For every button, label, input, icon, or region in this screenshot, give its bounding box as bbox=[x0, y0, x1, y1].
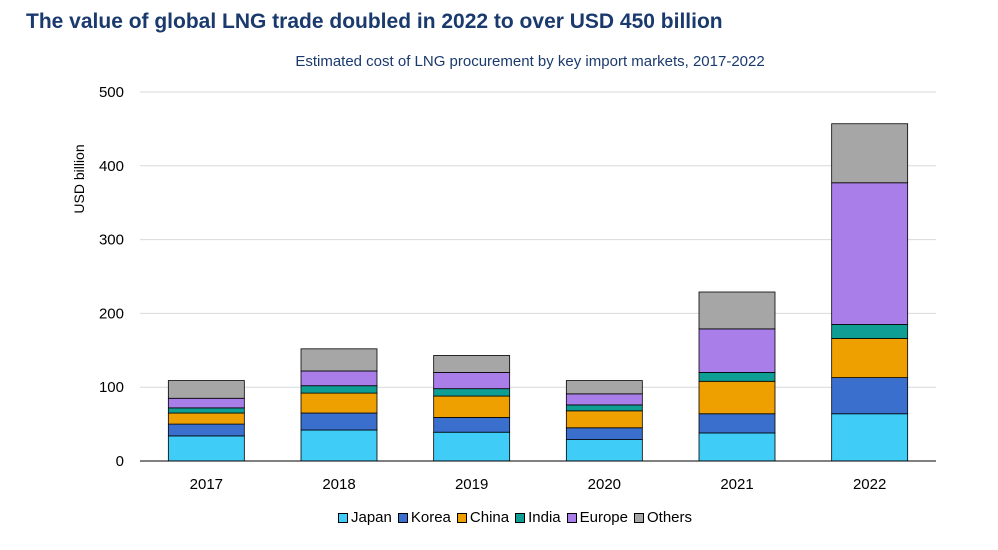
legend-item-china: China bbox=[456, 509, 510, 526]
x-category-label: 2022 bbox=[853, 476, 886, 493]
bar-segment-korea-2018 bbox=[300, 412, 378, 431]
bar-segment-korea-2017 bbox=[167, 423, 245, 437]
bar-segment-china-2022 bbox=[831, 338, 909, 379]
bar-segment-china-2019 bbox=[433, 395, 511, 418]
bar-segment-india-2018 bbox=[300, 385, 378, 394]
legend-label: Japan bbox=[350, 509, 392, 526]
x-category-label: 2018 bbox=[322, 476, 355, 493]
y-tick-label: 100 bbox=[99, 379, 124, 396]
y-tick-label: 400 bbox=[99, 158, 124, 175]
y-axis-ticks: 0 100 200 300 400 500 bbox=[99, 84, 124, 470]
x-category-label: 2019 bbox=[455, 476, 488, 493]
bar-segment-japan-2017 bbox=[167, 435, 245, 462]
legend-label: India bbox=[528, 509, 561, 526]
bar-segment-europe-2018 bbox=[300, 370, 378, 387]
bar-segment-china-2021 bbox=[698, 380, 776, 415]
bars bbox=[167, 123, 909, 462]
y-tick-label: 300 bbox=[99, 232, 124, 249]
legend-item-others: Others bbox=[634, 509, 692, 526]
bar-segment-china-2017 bbox=[167, 412, 245, 425]
legend-label: China bbox=[469, 509, 510, 526]
bar-segment-others-2020 bbox=[565, 380, 643, 395]
legend-swatch bbox=[456, 512, 467, 523]
y-tick-label: 500 bbox=[99, 84, 124, 101]
legend-label: Europe bbox=[579, 509, 628, 526]
legend-item-japan: Japan bbox=[337, 509, 392, 526]
x-category-label: 2020 bbox=[588, 476, 621, 493]
bar-segment-india-2022 bbox=[831, 324, 909, 339]
bar-segment-japan-2022 bbox=[831, 413, 909, 462]
chart-title: The value of global LNG trade doubled in… bbox=[26, 10, 723, 33]
bar-segment-europe-2020 bbox=[565, 393, 643, 406]
bar-segment-europe-2022 bbox=[831, 182, 909, 325]
bar-segment-india-2017 bbox=[167, 407, 245, 414]
y-axis-title: USD billion bbox=[71, 144, 87, 213]
bar-segment-korea-2021 bbox=[698, 413, 776, 434]
legend-swatch bbox=[566, 512, 577, 523]
y-tick-label: 200 bbox=[99, 305, 124, 322]
bar-segment-korea-2020 bbox=[565, 427, 643, 440]
bar-segment-india-2019 bbox=[433, 388, 511, 397]
legend-swatch bbox=[634, 512, 644, 523]
legend-item-india: India bbox=[515, 509, 561, 526]
legend-item-korea: Korea bbox=[397, 509, 451, 526]
bar-segment-europe-2017 bbox=[167, 397, 245, 409]
x-category-label: 2017 bbox=[190, 476, 223, 493]
y-tick-label: 0 bbox=[116, 453, 124, 470]
bar-segment-europe-2019 bbox=[433, 372, 511, 390]
legend-label: Others bbox=[647, 509, 693, 526]
legend-item-europe: Europe bbox=[566, 509, 628, 526]
legend-label: Korea bbox=[410, 509, 451, 526]
bar-segment-japan-2019 bbox=[433, 431, 511, 462]
bar-segment-japan-2018 bbox=[300, 429, 378, 462]
bar-segment-korea-2022 bbox=[831, 377, 909, 415]
bar-segment-others-2018 bbox=[300, 348, 378, 372]
bar-segment-others-2022 bbox=[831, 123, 909, 184]
bar-segment-china-2020 bbox=[565, 410, 643, 429]
bar-segment-europe-2021 bbox=[698, 328, 776, 373]
bar-segment-others-2021 bbox=[698, 291, 776, 330]
legend: Japan Korea China India Europe Others bbox=[0, 509, 998, 526]
x-category-label: 2021 bbox=[720, 476, 753, 493]
bar-segment-china-2018 bbox=[300, 392, 378, 414]
legend-swatch bbox=[337, 512, 348, 523]
legend-swatch bbox=[515, 512, 526, 523]
bar-segment-india-2021 bbox=[698, 372, 776, 382]
legend-swatch bbox=[397, 512, 408, 523]
bar-segment-korea-2019 bbox=[433, 417, 511, 433]
chart-subtitle: Estimated cost of LNG procurement by key… bbox=[295, 53, 765, 70]
x-axis-categories: 2017 2018 2019 2020 2021 2022 bbox=[190, 476, 887, 493]
bar-segment-india-2020 bbox=[565, 404, 643, 412]
bar-segment-japan-2021 bbox=[698, 432, 776, 462]
bar-segment-japan-2020 bbox=[565, 439, 643, 462]
bar-segment-others-2019 bbox=[433, 355, 511, 373]
bar-segment-others-2017 bbox=[167, 380, 245, 399]
gridlines bbox=[140, 91, 936, 388]
